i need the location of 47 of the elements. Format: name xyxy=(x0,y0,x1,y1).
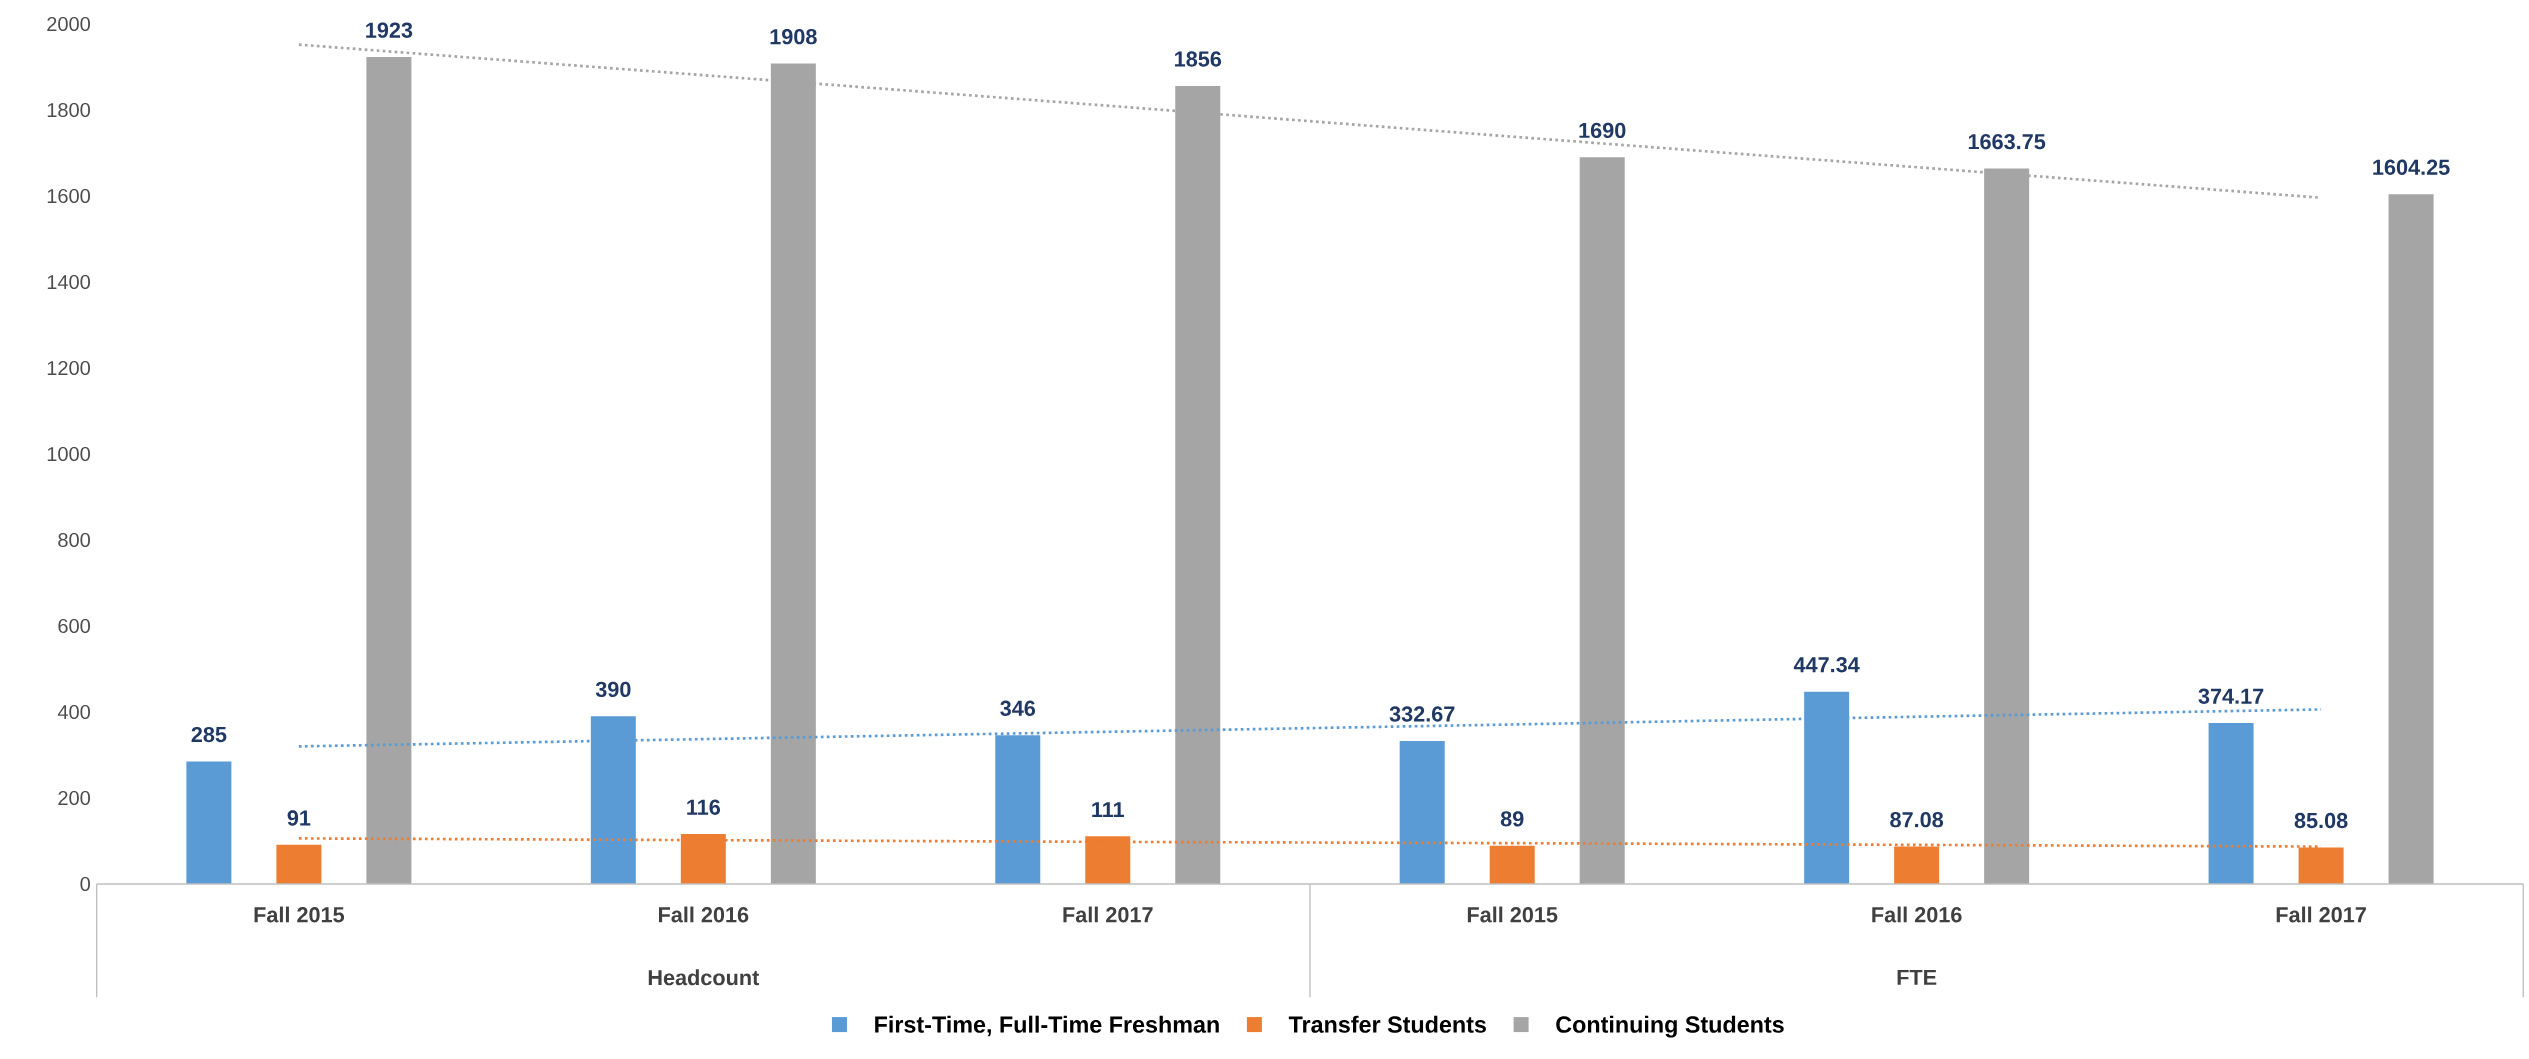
x-tick-label: Fall 2016 xyxy=(1872,906,1962,923)
y-tick-label: 0 xyxy=(80,876,91,892)
text: FTE xyxy=(1897,969,1937,985)
y-tick-label: 1400 xyxy=(47,274,91,290)
y-tick-label: 600 xyxy=(58,618,91,634)
data-label: 1908 xyxy=(770,28,817,45)
x-tick-label: Fall 2015 xyxy=(254,906,345,923)
bar xyxy=(2208,723,2254,884)
y-tick-label: 1800 xyxy=(47,102,91,118)
data-label: 116 xyxy=(687,799,721,815)
data-label: 346 xyxy=(1000,700,1036,716)
bar xyxy=(1399,740,1445,884)
data-label: 1923 xyxy=(366,22,413,38)
x-tick-label: Fall 2017 xyxy=(1063,906,1153,923)
bar xyxy=(366,57,412,884)
text: Headcount xyxy=(648,969,760,986)
data-label: 1690 xyxy=(1579,122,1626,139)
y-tick-label: 2000 xyxy=(47,16,91,32)
legend-label: Continuing Students xyxy=(1556,1015,1784,1038)
x-tick-label: Fall 2015 xyxy=(1467,906,1558,923)
data-label: 374.17 xyxy=(2198,688,2264,704)
x-tick-label: Fall 2016 xyxy=(659,906,749,923)
y-tick-label: 1200 xyxy=(47,360,91,376)
data-label: 390 xyxy=(595,681,631,698)
data-label: 285 xyxy=(191,726,227,743)
y-tick-label: 1000 xyxy=(47,446,91,462)
data-label: 332.67 xyxy=(1389,706,1455,722)
data-label: 87.08 xyxy=(1890,811,1944,828)
y-tick-label: 800 xyxy=(58,532,91,548)
bar xyxy=(2388,194,2434,884)
y-tick-label: 400 xyxy=(57,704,91,720)
data-label: 85.08 xyxy=(2294,812,2348,829)
data-label: 1663.75 xyxy=(1968,133,2046,150)
bar xyxy=(1579,157,1625,884)
legend-label: Transfer Students xyxy=(1288,1015,1486,1033)
y-tick-label: 1600 xyxy=(47,188,91,204)
data-label: 111 xyxy=(1092,802,1125,818)
y-tick-label: 200 xyxy=(58,790,91,806)
bar xyxy=(186,761,232,884)
data-label: 1856 xyxy=(1175,51,1222,67)
data-label: 89 xyxy=(1500,811,1524,827)
data-label: 1604.25 xyxy=(2373,159,2450,175)
x-tick-label: Fall 2017 xyxy=(2276,906,2366,923)
data-label: 91 xyxy=(287,810,311,826)
legend-label: First-Time, Full-Time Freshman xyxy=(875,1015,1219,1037)
data-label: 447.34 xyxy=(1793,657,1860,673)
bar xyxy=(276,844,322,884)
